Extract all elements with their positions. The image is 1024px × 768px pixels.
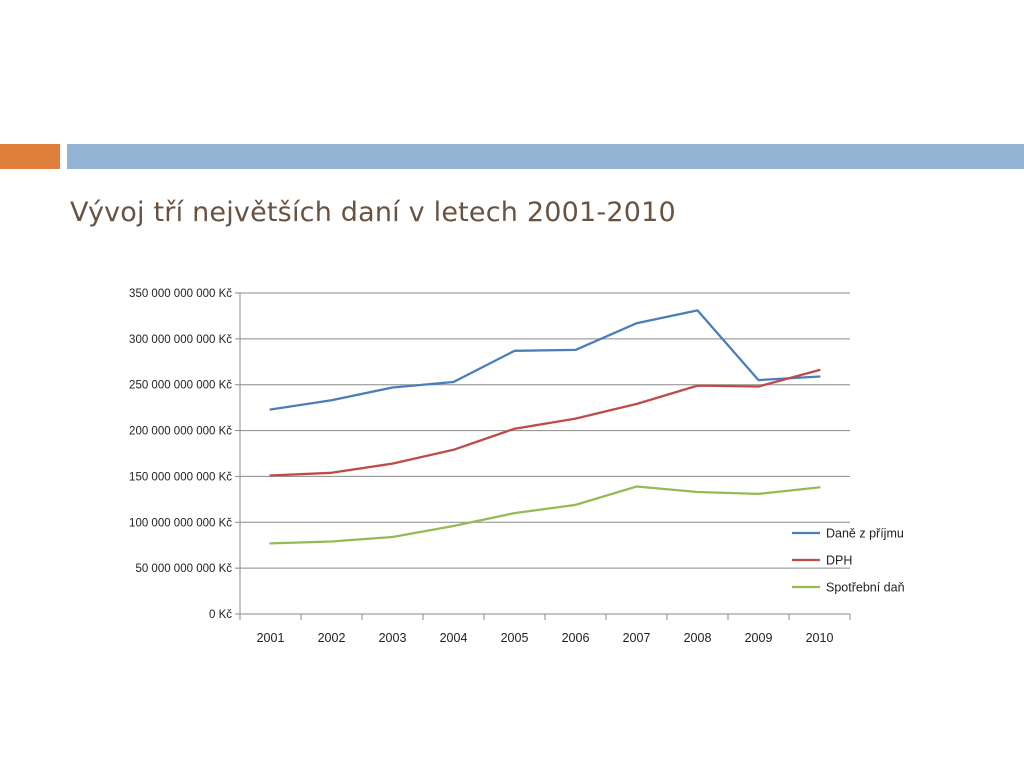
x-tick-label: 2005 bbox=[501, 631, 529, 645]
y-tick-label: 50 000 000 000 Kč bbox=[135, 563, 232, 575]
x-tick-label: 2007 bbox=[623, 631, 651, 645]
gridlines bbox=[240, 292, 850, 569]
x-tick-label: 2003 bbox=[379, 631, 407, 645]
slide-title: Vývoj tří největších daní v letech 2001-… bbox=[70, 197, 676, 228]
series-line-2 bbox=[269, 368, 821, 477]
legend: Daně z příjmu DPH Spotřební daň bbox=[792, 527, 905, 595]
y-axis-tick-labels: 0 Kč 50 000 000 000 Kč 100 000 000 000 Kč 1… bbox=[129, 288, 240, 621]
series-lines bbox=[269, 309, 821, 545]
legend-label: Spotřební daň bbox=[826, 581, 905, 595]
y-tick-label: 300 000 000 000 Kč bbox=[129, 334, 232, 346]
x-tick-label: 2010 bbox=[806, 631, 834, 645]
x-tick-label: 2009 bbox=[745, 631, 773, 645]
legend-label: DPH bbox=[826, 554, 852, 568]
x-axis: 2001 2002 2003 2004 2005 2006 2007 2008 2009 2010 bbox=[239, 293, 851, 645]
y-tick-label: 100 000 000 000 Kč bbox=[129, 517, 232, 529]
y-tick-label: 350 000 000 000 Kč bbox=[129, 288, 232, 300]
y-tick-label: 150 000 000 000 Kč bbox=[129, 471, 232, 483]
series-line-3 bbox=[269, 485, 821, 545]
x-tick-label: 2006 bbox=[562, 631, 590, 645]
x-tick-label: 2001 bbox=[257, 631, 285, 645]
y-tick-label: 250 000 000 000 Kč bbox=[129, 380, 232, 392]
accent-bar-orange bbox=[0, 144, 60, 169]
y-tick-label: 200 000 000 000 Kč bbox=[129, 426, 232, 438]
legend-label: Daně z příjmu bbox=[826, 527, 904, 541]
accent-bar-blue bbox=[67, 144, 1024, 169]
x-tick-label: 2004 bbox=[440, 631, 468, 645]
x-tick-label: 2002 bbox=[318, 631, 346, 645]
series-line-1 bbox=[269, 309, 821, 411]
x-tick-label: 2008 bbox=[684, 631, 712, 645]
y-tick-label: 0 Kč bbox=[209, 609, 232, 621]
